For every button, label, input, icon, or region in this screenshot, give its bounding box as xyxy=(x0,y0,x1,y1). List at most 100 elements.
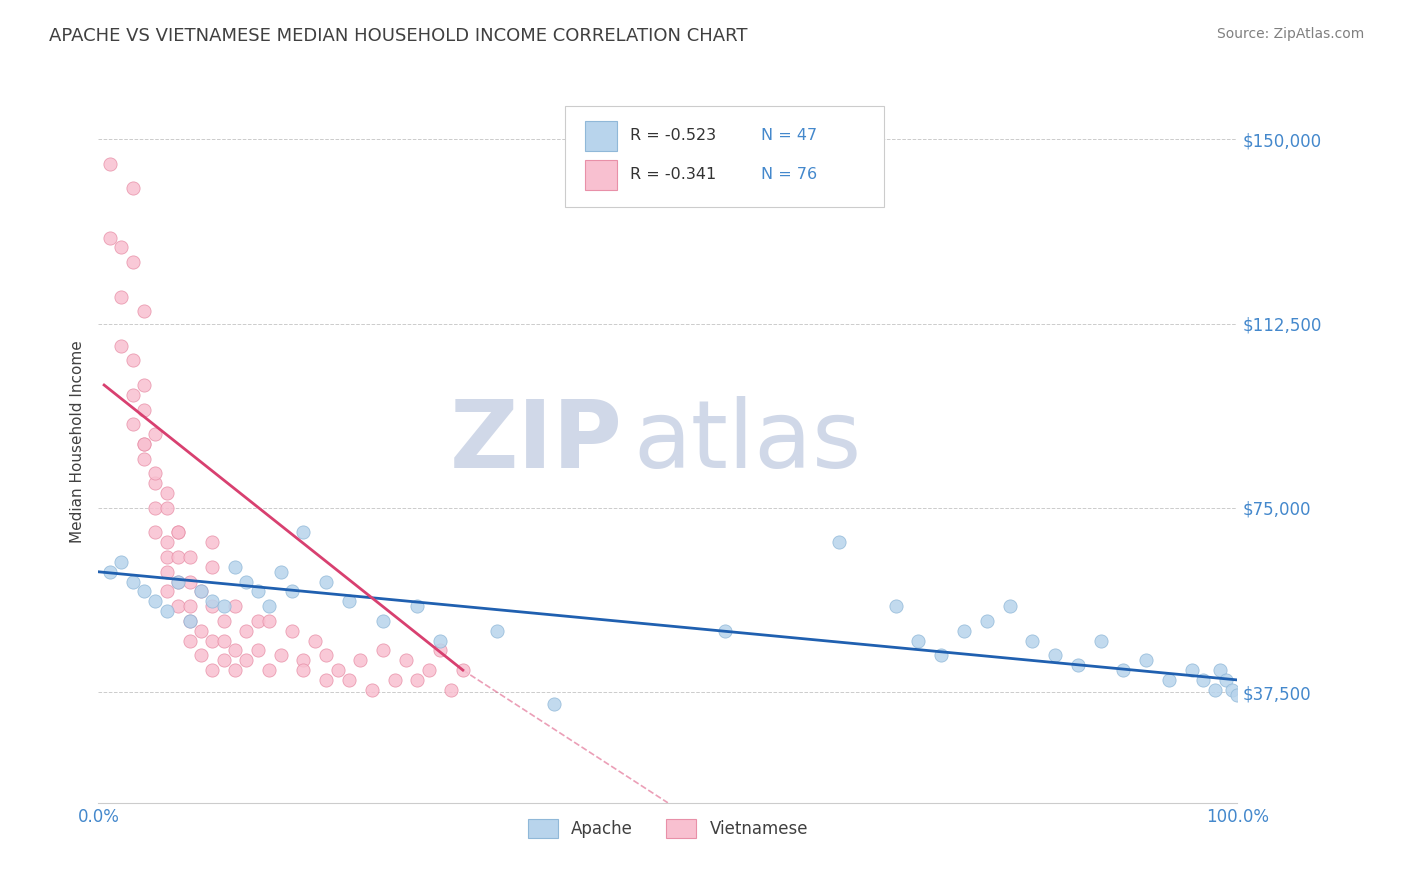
Text: R = -0.523: R = -0.523 xyxy=(630,128,717,144)
Y-axis label: Median Household Income: Median Household Income xyxy=(69,340,84,543)
Point xyxy=(259,663,281,677)
Point xyxy=(281,624,304,638)
Point xyxy=(1021,633,1043,648)
Point xyxy=(167,599,190,614)
Point xyxy=(132,304,155,318)
Point xyxy=(1067,658,1090,673)
Point xyxy=(167,525,190,540)
Point xyxy=(1090,633,1112,648)
Point xyxy=(998,599,1021,614)
Point xyxy=(360,682,382,697)
Point xyxy=(98,565,121,579)
Point xyxy=(156,584,179,599)
Point xyxy=(132,402,155,417)
Point xyxy=(121,181,143,195)
Point xyxy=(1215,673,1237,687)
Point xyxy=(179,599,201,614)
Point xyxy=(110,289,132,303)
Point xyxy=(292,525,315,540)
Point xyxy=(259,599,281,614)
Point xyxy=(121,388,143,402)
Point xyxy=(828,535,851,549)
Point xyxy=(121,353,143,368)
Point xyxy=(440,682,463,697)
Point xyxy=(156,604,179,618)
Point xyxy=(179,574,201,589)
Point xyxy=(212,614,235,628)
Point xyxy=(156,565,179,579)
Point xyxy=(429,633,451,648)
Point xyxy=(1181,663,1204,677)
Point xyxy=(121,574,143,589)
Point xyxy=(212,633,235,648)
Point xyxy=(315,648,337,663)
Point xyxy=(132,378,155,392)
Point xyxy=(406,673,429,687)
Point xyxy=(132,437,155,451)
Point xyxy=(235,624,257,638)
Point xyxy=(98,157,121,171)
Point xyxy=(212,653,235,667)
Point xyxy=(132,451,155,466)
Text: Source: ZipAtlas.com: Source: ZipAtlas.com xyxy=(1216,27,1364,41)
Point xyxy=(190,584,212,599)
Point xyxy=(190,584,212,599)
Point xyxy=(121,417,143,432)
Point xyxy=(145,500,167,515)
Point xyxy=(281,584,304,599)
Point xyxy=(179,614,201,628)
Point xyxy=(121,255,143,269)
Point xyxy=(224,560,246,574)
Point xyxy=(156,500,179,515)
Point xyxy=(246,643,269,657)
Point xyxy=(270,648,292,663)
Point xyxy=(179,633,201,648)
Point xyxy=(884,599,907,614)
Point xyxy=(132,437,155,451)
Point xyxy=(304,633,326,648)
Point xyxy=(212,599,235,614)
Text: atlas: atlas xyxy=(634,395,862,488)
Point xyxy=(235,653,257,667)
Point xyxy=(337,673,360,687)
Point xyxy=(1112,663,1135,677)
Point xyxy=(714,624,737,638)
Point xyxy=(543,698,565,712)
Point xyxy=(486,624,509,638)
Point xyxy=(201,594,224,608)
Point xyxy=(1204,682,1226,697)
Point xyxy=(167,574,190,589)
Point xyxy=(145,594,167,608)
Point xyxy=(953,624,976,638)
Point xyxy=(110,240,132,254)
Point xyxy=(907,633,929,648)
FancyBboxPatch shape xyxy=(565,105,884,207)
Point xyxy=(246,584,269,599)
Point xyxy=(224,643,246,657)
Point xyxy=(179,614,201,628)
Point xyxy=(1220,682,1243,697)
Text: ZIP: ZIP xyxy=(450,395,623,488)
Point xyxy=(201,599,224,614)
Point xyxy=(1135,653,1157,667)
Point xyxy=(167,574,190,589)
Text: APACHE VS VIETNAMESE MEDIAN HOUSEHOLD INCOME CORRELATION CHART: APACHE VS VIETNAMESE MEDIAN HOUSEHOLD IN… xyxy=(49,27,748,45)
Point xyxy=(406,599,429,614)
Point xyxy=(201,633,224,648)
Point xyxy=(315,574,337,589)
Point xyxy=(167,549,190,564)
Point xyxy=(1209,663,1232,677)
Point xyxy=(1157,673,1180,687)
Point xyxy=(224,599,246,614)
Point xyxy=(167,525,190,540)
Text: R = -0.341: R = -0.341 xyxy=(630,168,717,183)
Point xyxy=(395,653,418,667)
Point xyxy=(190,648,212,663)
Point xyxy=(1226,688,1249,702)
Point xyxy=(110,339,132,353)
Text: N = 76: N = 76 xyxy=(761,168,817,183)
Point xyxy=(235,574,257,589)
Point xyxy=(259,614,281,628)
Point xyxy=(201,663,224,677)
Point xyxy=(429,643,451,657)
